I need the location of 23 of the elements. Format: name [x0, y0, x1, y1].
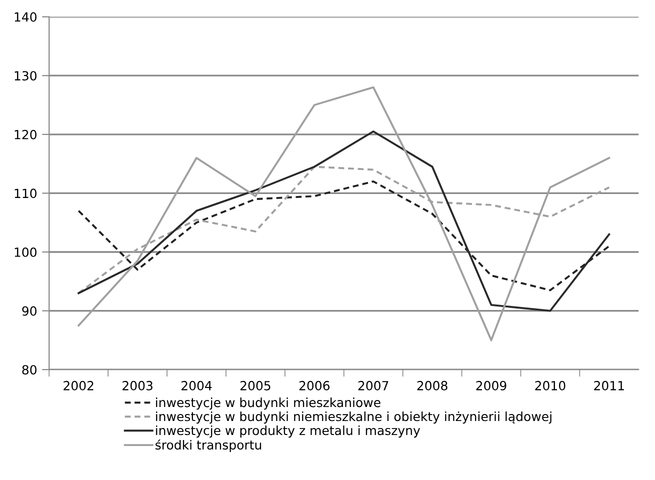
legend-label: środki transportu — [156, 439, 262, 452]
y-tick-label: 90 — [22, 306, 36, 316]
y-tick-label: 130 — [14, 71, 36, 81]
legend-label: inwestycje w budynki mieszkaniowe — [156, 398, 380, 410]
x-tick-label: 2005 — [240, 380, 270, 390]
line-series — [78, 130, 610, 312]
x-tick-label: 2009 — [476, 380, 506, 390]
y-tick-label: 110 — [14, 188, 36, 198]
x-tick-label: 2007 — [358, 380, 388, 390]
legend-label: inwestycje w produkty z metalu i maszyny — [156, 425, 420, 438]
y-tick-label: 80 — [22, 365, 36, 375]
x-tick-label: 2003 — [122, 380, 152, 390]
y-tick-label: 100 — [14, 247, 36, 257]
y-tick-label: 120 — [14, 130, 36, 140]
x-tick-label: 2010 — [535, 380, 566, 390]
line-series — [78, 86, 610, 342]
x-tick-label: 2006 — [299, 380, 330, 390]
x-tick-label: 2002 — [64, 380, 94, 390]
x-tick-label: 2011 — [594, 380, 624, 390]
x-tick-label: 2008 — [417, 380, 448, 390]
x-tick-label: 2004 — [182, 380, 212, 390]
legend-label: inwestycje w budynki niemieszkalne i obiekty inżynierii lądowej — [156, 412, 552, 424]
y-tick-label: 140 — [14, 12, 36, 22]
